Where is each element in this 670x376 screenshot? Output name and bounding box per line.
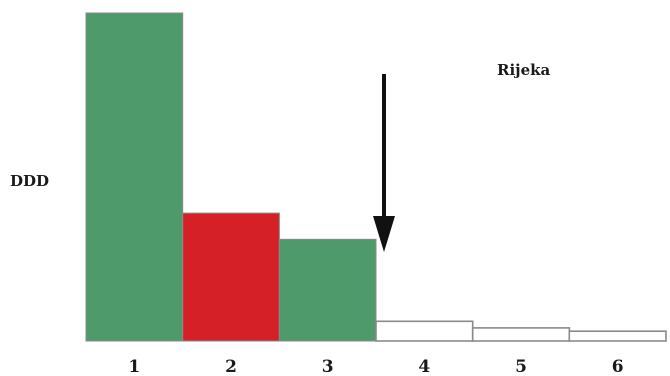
bar-4	[375, 320, 474, 342]
bar-2	[182, 212, 280, 342]
x-tick-label-4: 4	[418, 357, 430, 376]
x-tick-label-5: 5	[515, 357, 527, 376]
bar-1	[85, 12, 184, 342]
x-tick-label-2: 2	[225, 357, 237, 376]
y-axis-label: DDD	[10, 172, 49, 190]
down-arrow-icon	[373, 74, 395, 252]
annotations-layer	[373, 74, 395, 252]
x-tick-labels: 1 2 3 4 5 6	[128, 357, 623, 376]
arrow-head	[373, 216, 395, 252]
x-tick-label-3: 3	[322, 357, 334, 376]
bar-5	[471, 327, 571, 342]
x-tick-label-6: 6	[612, 357, 624, 376]
bar-6	[568, 330, 667, 342]
bars-layer	[85, 12, 667, 342]
chart-title: Rijeka	[497, 61, 551, 79]
bar-3	[278, 238, 377, 342]
x-tick-label-1: 1	[128, 357, 140, 376]
